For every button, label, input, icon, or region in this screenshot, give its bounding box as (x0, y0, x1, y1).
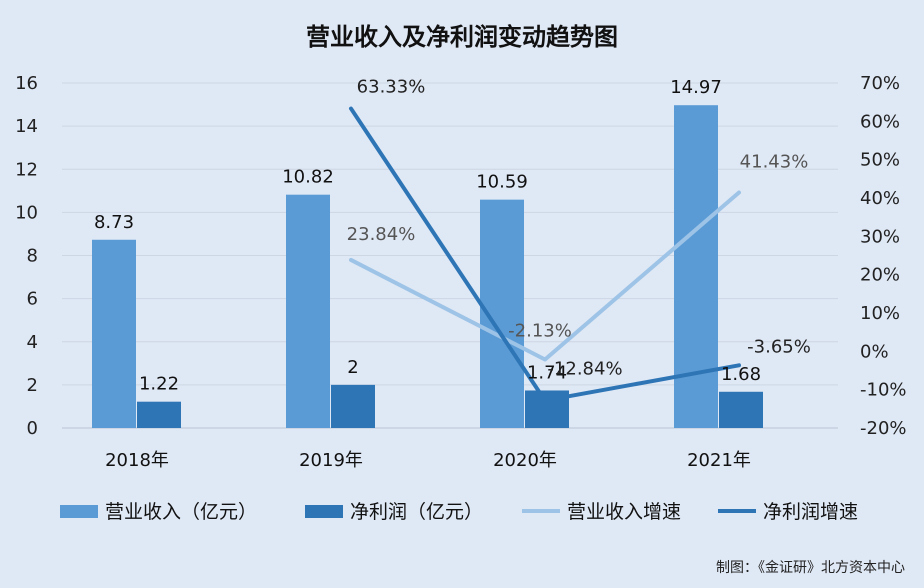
bar-value-label: 1.68 (721, 364, 761, 385)
bar-value-label: 2 (347, 357, 358, 378)
legend-label: 净利润（亿元） (350, 501, 483, 523)
left-tick-label: 16 (15, 73, 38, 94)
bars (92, 105, 763, 428)
x-tick-label: 2019年 (299, 450, 363, 471)
credit-text: 制图：《金证研》北方资本中心 (716, 560, 905, 576)
left-axis-ticks: 0 2 4 6 8 10 12 14 16 (15, 73, 38, 439)
line-value-label: -2.13% (508, 320, 572, 341)
x-axis: 2018年 2019年 2020年 2021年 (105, 450, 751, 471)
line-value-label: 41.43% (740, 152, 809, 173)
left-tick-label: 12 (15, 159, 38, 180)
left-tick-label: 4 (27, 332, 38, 353)
bar (331, 384, 375, 428)
right-tick-label: 60% (860, 111, 900, 132)
chart-title: 营业收入及净利润变动趋势图 (306, 23, 618, 51)
bar-value-label: 14.97 (670, 77, 722, 98)
left-tick-label: 10 (15, 202, 38, 223)
bar-value-label: 10.82 (282, 167, 334, 188)
line-value-label: -3.65% (747, 336, 811, 357)
bar (286, 194, 330, 428)
series-line (349, 190, 741, 362)
line-value-label: 63.33% (357, 77, 426, 98)
left-tick-label: 6 (27, 289, 38, 310)
right-tick-label: 50% (860, 150, 900, 171)
x-tick-label: 2018年 (105, 450, 169, 471)
left-tick-label: 8 (27, 246, 38, 267)
bar-value-label: 8.73 (94, 212, 134, 233)
lines (349, 106, 741, 403)
right-tick-label: 70% (860, 73, 900, 94)
line-value-label: 23.84% (347, 224, 416, 245)
bar-value-label: 1.74 (527, 362, 567, 383)
x-tick-label: 2020年 (493, 450, 557, 471)
right-tick-label: 20% (860, 265, 900, 286)
left-tick-label: 0 (27, 418, 38, 439)
legend: 营业收入（亿元） 净利润（亿元） 营业收入增速 净利润增速 (60, 501, 858, 523)
data-labels: 8.73 10.82 10.59 14.97 1.22 2 1.74 1.68 23.84% -2… (94, 77, 811, 395)
bar (674, 105, 718, 428)
bar (92, 239, 136, 428)
bar (719, 391, 763, 428)
bar (137, 401, 181, 428)
bar-value-label: 1.22 (139, 374, 179, 395)
left-tick-label: 14 (15, 116, 38, 137)
right-tick-label: 30% (860, 226, 900, 247)
bar-value-label: 10.59 (476, 172, 528, 193)
right-tick-label: -20% (860, 418, 907, 439)
legend-label: 净利润增速 (763, 501, 858, 523)
right-tick-label: 10% (860, 303, 900, 324)
right-axis-ticks: -20% -10% 0% 10% 20% 30% 40% 50% 60% 70% (860, 73, 907, 439)
right-tick-label: 40% (860, 188, 900, 209)
legend-swatch (60, 505, 98, 518)
right-tick-label: -10% (860, 380, 907, 401)
line-value-label: -12.84% (547, 359, 622, 380)
legend-swatch (305, 505, 343, 518)
legend-label: 营业收入增速 (567, 501, 681, 523)
left-tick-label: 2 (27, 375, 38, 396)
series-line (349, 106, 741, 403)
right-tick-label: 0% (860, 341, 889, 362)
x-tick-label: 2021年 (687, 450, 751, 471)
legend-label: 营业收入（亿元） (105, 501, 257, 523)
